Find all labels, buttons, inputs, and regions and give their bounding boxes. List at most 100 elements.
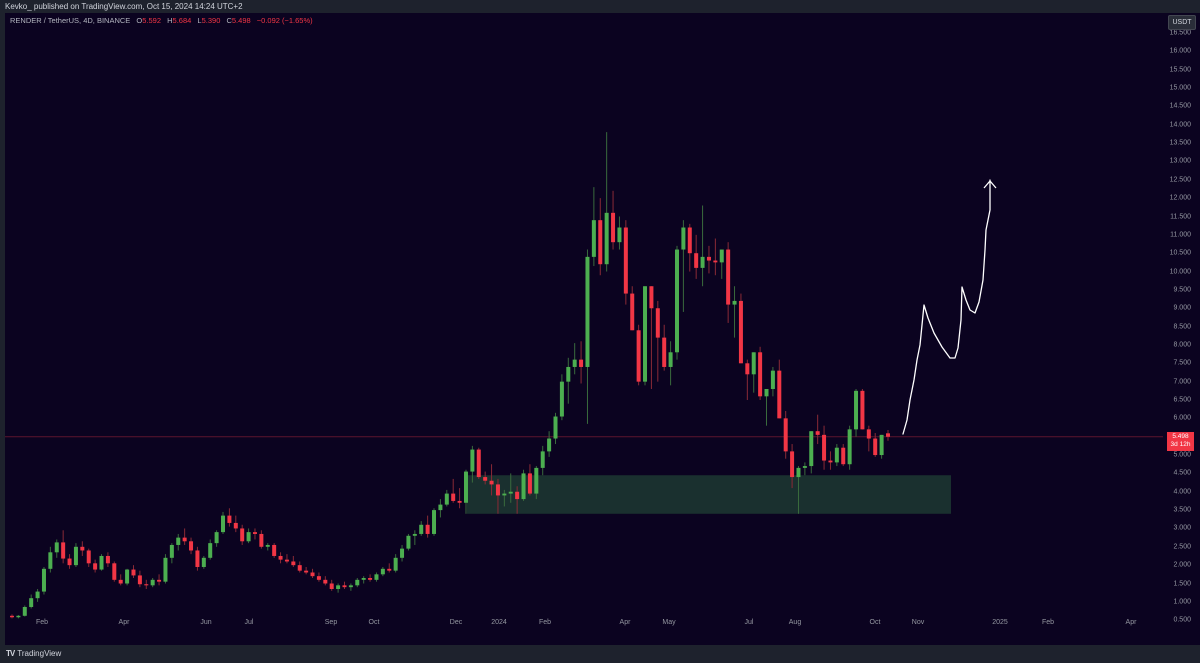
candle-body [643, 286, 648, 382]
candle-body [598, 220, 603, 265]
time-tick: Oct [869, 619, 881, 626]
currency-label[interactable]: USDT [1168, 15, 1196, 30]
candle-body [841, 447, 846, 465]
candle-body [125, 569, 130, 584]
candle-body [802, 466, 807, 468]
candle-body [815, 431, 820, 435]
candle-body [29, 598, 34, 607]
candle-body [579, 359, 584, 367]
candle-body [604, 212, 609, 265]
price-tick: 12.500 [1169, 176, 1191, 184]
candle-body [227, 515, 232, 523]
candle-body [534, 467, 539, 494]
time-tick: Aug [788, 619, 802, 626]
candle-body [316, 576, 321, 580]
price-tick: 14.000 [1169, 121, 1191, 129]
candle-body [674, 249, 679, 353]
candle-body [738, 300, 743, 364]
candle-body [54, 542, 59, 553]
candle-body [406, 535, 411, 549]
price-tick: 16.000 [1169, 47, 1191, 55]
footer: TV TradingView [0, 645, 1200, 663]
candlestick-chart[interactable] [5, 13, 1163, 645]
candle-body [323, 579, 328, 584]
candle-body [73, 546, 78, 566]
price-tick: 1.000 [1173, 598, 1191, 606]
symbol-name[interactable]: RENDER / TetherUS, 4D, BINANCE [10, 16, 131, 25]
price-tick: 8.500 [1173, 323, 1191, 331]
candle-body [86, 550, 91, 564]
candle-body [41, 568, 46, 592]
candle-body [719, 249, 724, 263]
price-tick: 3.000 [1173, 524, 1191, 532]
candle-body [233, 522, 238, 529]
candle-body [662, 337, 667, 367]
candle-body [80, 546, 85, 551]
candle-body [668, 352, 673, 367]
candle-body [150, 579, 155, 586]
candle-body [796, 467, 801, 478]
candle-body [336, 585, 341, 590]
candle-body [611, 212, 616, 243]
candle-body [163, 557, 168, 582]
candle-body [540, 451, 545, 468]
candle-body [515, 491, 520, 500]
price-tick: 10.500 [1169, 249, 1191, 257]
time-tick: Jul [744, 619, 754, 626]
time-tick: Dec [449, 619, 463, 626]
candle-body [361, 577, 366, 580]
candle-body [246, 532, 251, 542]
candle-body [208, 543, 213, 558]
last-price-tag: 5.498 3d 12h [1167, 431, 1194, 451]
open-value: 5.592 [142, 16, 162, 25]
publish-info: Kevko_ published on TradingView.com, Oct… [5, 2, 243, 11]
candle-body [400, 548, 405, 558]
candle-body [879, 434, 884, 456]
candle-body [770, 370, 775, 389]
candle-body [617, 227, 622, 243]
candle-body [751, 352, 756, 375]
candle-body [278, 555, 283, 560]
candle-body [687, 227, 692, 254]
support-zone [467, 475, 951, 514]
time-tick: Jul [244, 619, 254, 626]
price-tick: 4.000 [1173, 488, 1191, 496]
candle-body [559, 381, 564, 417]
candle-body [444, 493, 449, 505]
candle-body [157, 579, 162, 582]
candle-body [463, 471, 468, 503]
candle-body [310, 572, 315, 577]
candle-body [284, 559, 289, 562]
price-tick: 15.000 [1169, 84, 1191, 92]
time-tick: May [662, 619, 676, 626]
candle-body [374, 574, 379, 580]
candle-body [547, 438, 552, 452]
price-tick: 0.500 [1173, 616, 1191, 624]
time-tick: Apr [619, 619, 631, 626]
candle-body [182, 537, 187, 542]
tradingview-logo[interactable]: TV TradingView [6, 649, 62, 658]
candle-body [732, 300, 737, 305]
projection-drawing [902, 179, 991, 435]
candle-body [508, 491, 513, 494]
candle-body [706, 256, 711, 261]
candle-body [457, 500, 462, 503]
price-tick: 5.000 [1173, 451, 1191, 459]
change-value: −0.092 (−1.65%) [256, 16, 313, 25]
chart-pane[interactable]: RENDER / TetherUS, 4D, BINANCE O5.592 H5… [5, 13, 1163, 645]
price-tick: 15.500 [1169, 66, 1191, 74]
candle-body [451, 493, 456, 501]
high-value: 5.684 [172, 16, 192, 25]
candle-body [489, 480, 494, 485]
candle-body [189, 541, 194, 551]
candle-body [758, 352, 763, 397]
candle-body [252, 532, 257, 534]
candle-body [131, 569, 136, 576]
candle-body [419, 524, 424, 534]
candle-body [61, 542, 66, 559]
price-tick: 1.500 [1173, 580, 1191, 587]
time-tick: 2025 [992, 619, 1008, 626]
price-tick: 6.500 [1173, 396, 1191, 404]
price-axis[interactable]: 16.500 16.000 15.500 15.000 14.500 14.000 13.5… [1163, 13, 1200, 645]
candle-body [527, 473, 532, 494]
